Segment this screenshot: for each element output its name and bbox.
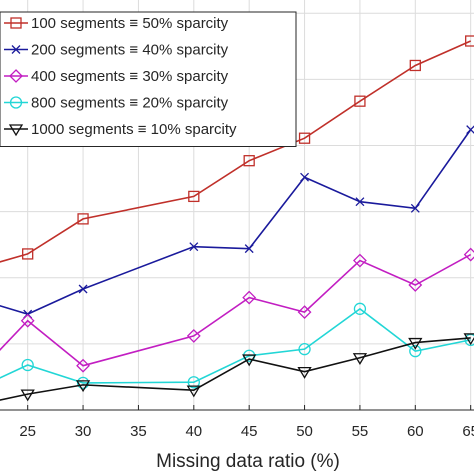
marker (187, 376, 200, 389)
marker (9, 96, 23, 109)
series-line (0, 337, 471, 401)
marker (242, 290, 257, 305)
legend-label: 100 segments ≡ 50% sparcity (31, 15, 229, 32)
marker (463, 247, 474, 262)
x-tick-label: 55 (352, 423, 369, 440)
x-axis: 25 30 35 40 45 50 55 60 65 (0, 405, 474, 440)
x-tick-label: 25 (19, 423, 36, 440)
marker (11, 45, 21, 54)
marker (76, 358, 90, 373)
marker (20, 313, 35, 328)
legend-label: 800 segments ≡ 20% sparcity (31, 94, 229, 111)
marker (465, 35, 474, 47)
marker (408, 337, 423, 350)
marker (22, 248, 34, 260)
marker (354, 95, 366, 107)
marker (466, 125, 474, 135)
marker (75, 380, 91, 393)
marker (353, 253, 367, 268)
marker (353, 302, 367, 315)
marker (20, 389, 35, 402)
legend-label: 1000 segments ≡ 10% sparcity (31, 121, 237, 138)
legend: 100 segments ≡ 50% sparcity 200 segments … (0, 11, 297, 147)
marker (243, 155, 255, 167)
marker (186, 329, 201, 343)
x-axis-label: Missing data ratio (%) (156, 451, 340, 472)
marker (352, 353, 368, 366)
marker (21, 358, 34, 372)
x-tick-label: 30 (75, 423, 92, 440)
marker (409, 344, 422, 358)
marker (298, 132, 311, 144)
marker (300, 172, 310, 182)
marker (355, 197, 365, 207)
marker (9, 69, 23, 83)
marker (409, 59, 421, 72)
marker (297, 366, 312, 379)
x-tick-label: 45 (241, 423, 258, 440)
x-tick-label: 60 (407, 423, 424, 440)
marker (189, 242, 199, 252)
legend-label: 400 segments ≡ 30% sparcity (31, 68, 229, 85)
series-line (0, 129, 472, 315)
marker (410, 203, 420, 213)
legend-box (0, 11, 297, 147)
x-tick-label: 50 (296, 423, 313, 440)
marker (297, 305, 312, 320)
x-tick-label: 40 (185, 423, 202, 440)
x-tick-label: 65 (462, 423, 474, 440)
plot-area (0, 35, 474, 402)
marker (408, 278, 423, 292)
marker (10, 17, 22, 29)
series-line (0, 253, 472, 367)
marker (298, 343, 311, 356)
marker (242, 354, 257, 367)
legend-label: 200 segments ≡ 40% sparcity (31, 41, 229, 58)
marker (188, 190, 200, 203)
series-line (0, 40, 472, 263)
marker (77, 213, 89, 225)
marker (186, 385, 201, 398)
marker (244, 244, 254, 254)
marker (8, 124, 24, 137)
marker (78, 284, 88, 294)
series-line (0, 307, 471, 384)
x-tick-label: 35 (130, 423, 147, 440)
